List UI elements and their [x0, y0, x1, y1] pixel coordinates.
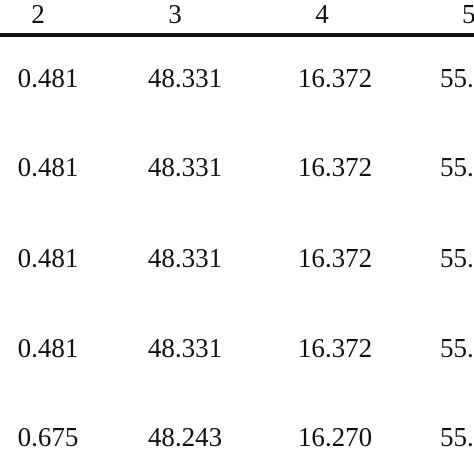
cell: 0.481 [18, 63, 79, 93]
cell: 55. [440, 152, 474, 182]
cell: 0.481 [18, 152, 79, 182]
cell: 16.270 [298, 422, 372, 452]
header-cell: 2 [31, 0, 45, 29]
cell: 0.481 [18, 243, 79, 273]
cell: 55. [440, 243, 474, 273]
cell: 48.243 [148, 422, 222, 452]
cell: 16.372 [298, 152, 372, 182]
cell: 55. [440, 422, 474, 452]
cell: 16.372 [298, 243, 372, 273]
cell: 0.675 [18, 422, 79, 452]
cell: 48.331 [148, 333, 222, 363]
cell: 16.372 [298, 63, 372, 93]
header-cell: 3 [168, 0, 182, 29]
header-rule [0, 33, 474, 37]
header-cell: 5 [462, 0, 474, 29]
cell: 55. [440, 63, 474, 93]
header-cell: 4 [315, 0, 329, 29]
cell: 16.372 [298, 333, 372, 363]
cell: 55. [440, 333, 474, 363]
cell: 0.481 [18, 333, 79, 363]
cell: 48.331 [148, 63, 222, 93]
cell: 48.331 [148, 152, 222, 182]
cell: 48.331 [148, 243, 222, 273]
